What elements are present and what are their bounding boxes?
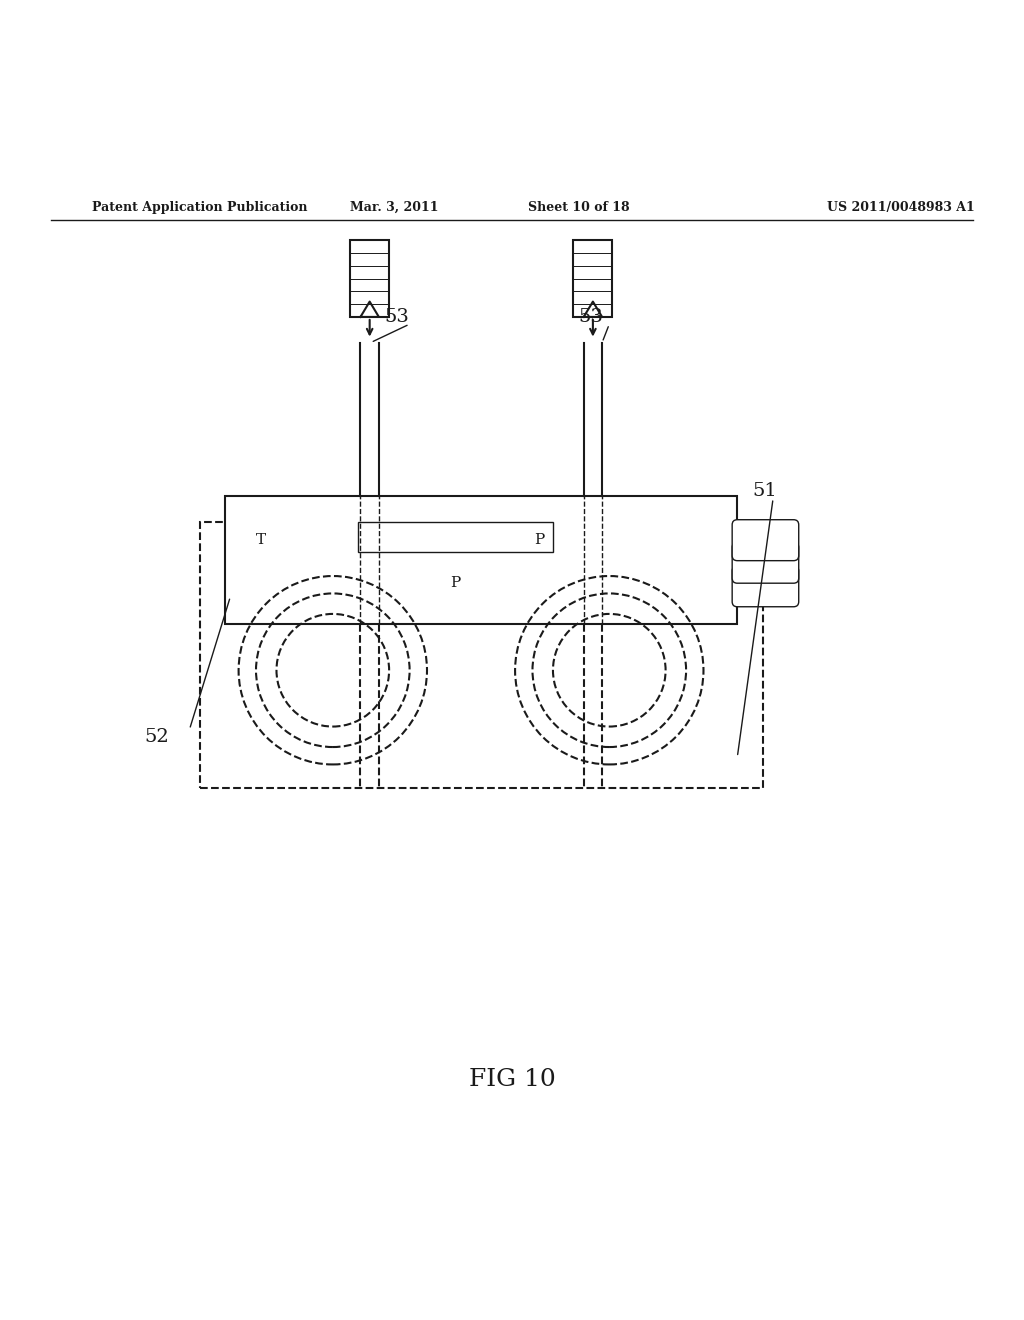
Bar bbox=[200, 521, 763, 788]
Text: 53: 53 bbox=[579, 308, 603, 326]
Text: P: P bbox=[451, 577, 461, 590]
Bar bbox=[573, 240, 612, 317]
Text: 51: 51 bbox=[753, 482, 777, 500]
Bar bbox=[225, 496, 737, 624]
Text: FIG 10: FIG 10 bbox=[469, 1068, 555, 1092]
Text: T: T bbox=[256, 533, 266, 548]
Bar bbox=[350, 240, 389, 317]
Text: Patent Application Publication: Patent Application Publication bbox=[92, 201, 307, 214]
FancyBboxPatch shape bbox=[732, 520, 799, 561]
Bar bbox=[358, 521, 553, 553]
Text: Sheet 10 of 18: Sheet 10 of 18 bbox=[527, 201, 630, 214]
Text: 52: 52 bbox=[144, 727, 169, 746]
Text: 53: 53 bbox=[384, 308, 409, 326]
Text: US 2011/0048983 A1: US 2011/0048983 A1 bbox=[827, 201, 975, 214]
Text: Mar. 3, 2011: Mar. 3, 2011 bbox=[350, 201, 438, 214]
Text: P: P bbox=[535, 533, 545, 548]
FancyBboxPatch shape bbox=[732, 566, 799, 607]
FancyBboxPatch shape bbox=[732, 543, 799, 583]
